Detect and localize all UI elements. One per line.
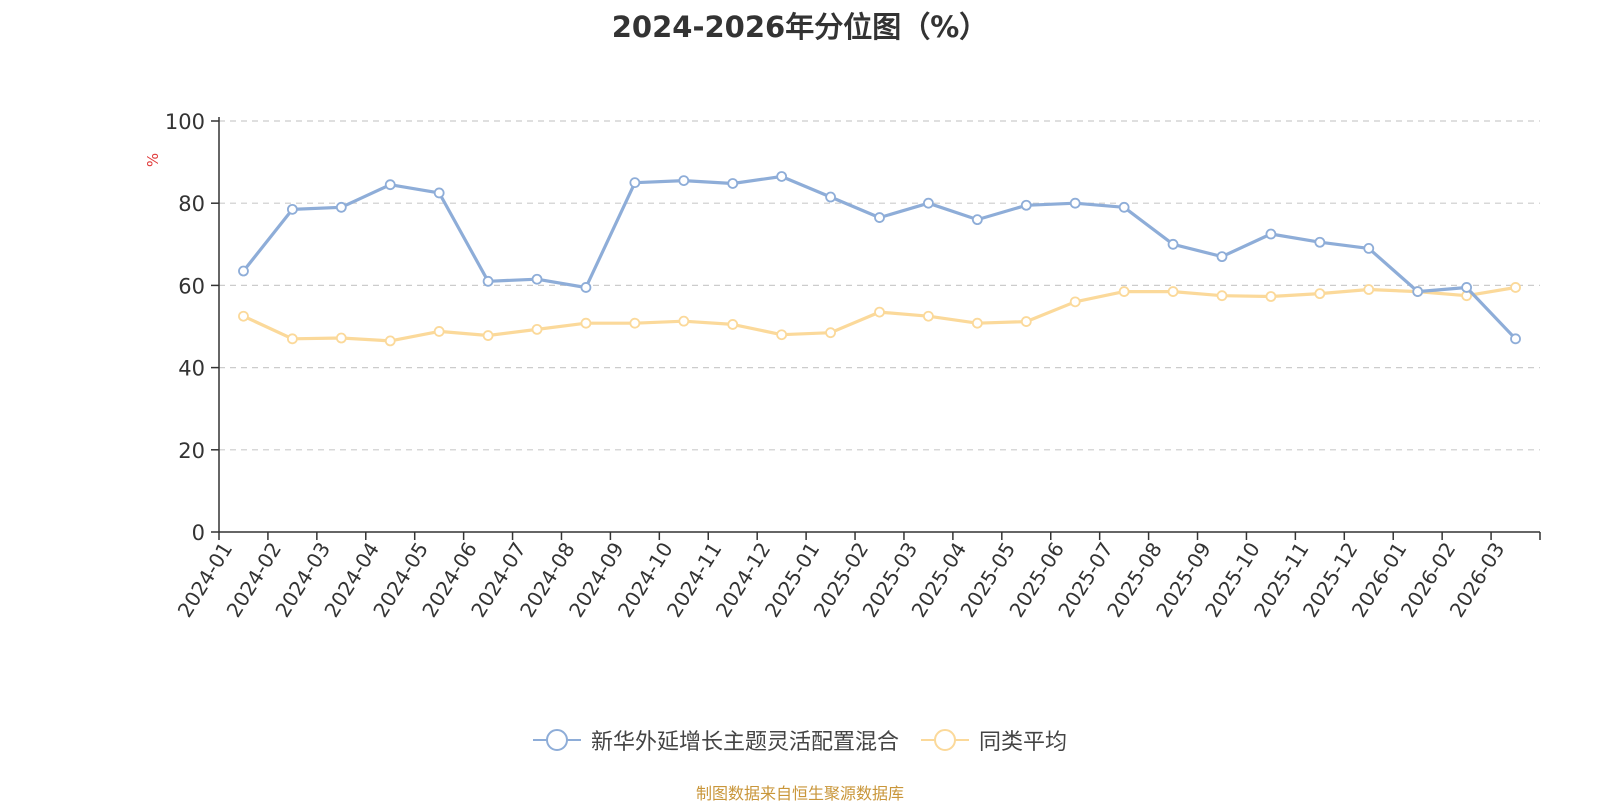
data-point[interactable] <box>384 179 396 191</box>
data-point[interactable] <box>629 177 641 189</box>
data-point[interactable] <box>1461 282 1473 293</box>
data-point[interactable] <box>678 175 690 186</box>
data-point[interactable] <box>971 214 983 226</box>
data-point[interactable] <box>1118 286 1130 297</box>
data-point[interactable] <box>531 273 543 285</box>
legend: 新华外延增长主题灵活配置混合 同类平均 <box>0 722 1600 758</box>
data-point[interactable] <box>433 187 445 199</box>
data-point[interactable] <box>238 310 249 322</box>
series-lines <box>238 171 1521 347</box>
y-tick-label: 80 <box>178 192 205 216</box>
legend-marker-average <box>921 729 969 751</box>
data-point[interactable] <box>1412 286 1424 297</box>
data-point[interactable] <box>1216 251 1228 263</box>
data-point[interactable] <box>629 317 641 329</box>
data-point[interactable] <box>1020 316 1032 327</box>
data-point[interactable] <box>1167 238 1179 250</box>
legend-label-fund: 新华外延增长主题灵活配置混合 <box>590 730 899 755</box>
data-point[interactable] <box>923 310 934 322</box>
data-point[interactable] <box>286 203 298 215</box>
data-point[interactable] <box>825 191 836 203</box>
legend-marker-fund <box>532 729 581 751</box>
y-tick-label: 0 <box>192 521 205 545</box>
legend-item-average[interactable]: 同类平均 <box>921 724 1067 756</box>
data-point[interactable] <box>580 317 592 329</box>
data-point[interactable] <box>238 265 249 277</box>
data-point[interactable] <box>1314 288 1326 300</box>
data-point[interactable] <box>971 317 983 329</box>
data-point[interactable] <box>825 327 836 339</box>
legend-label-average: 同类平均 <box>979 730 1068 755</box>
x-tick-labels: 2024-012024-022024-032024-042024-052024-… <box>173 538 1510 622</box>
data-point[interactable] <box>874 212 885 223</box>
legend-item-fund[interactable]: 新华外延增长主题灵活配置混合 <box>532 724 899 756</box>
data-point[interactable] <box>1167 286 1179 297</box>
data-point[interactable] <box>531 323 543 335</box>
axes <box>211 117 1541 540</box>
data-point[interactable] <box>482 330 494 341</box>
data-point[interactable] <box>286 333 298 345</box>
data-point[interactable] <box>580 282 592 293</box>
series-0 <box>238 171 1521 345</box>
data-point[interactable] <box>1510 333 1521 345</box>
data-point[interactable] <box>727 319 739 330</box>
data-point[interactable] <box>874 306 885 318</box>
y-tick-label: 20 <box>178 439 205 463</box>
data-point[interactable] <box>1510 282 1521 293</box>
data-point[interactable] <box>923 197 934 209</box>
data-point[interactable] <box>1118 201 1130 213</box>
data-point[interactable] <box>1265 291 1277 302</box>
data-point[interactable] <box>776 171 788 182</box>
data-point[interactable] <box>335 201 347 213</box>
data-point[interactable] <box>1314 236 1326 248</box>
y-tick-label: 40 <box>178 357 205 381</box>
data-point[interactable] <box>776 329 788 341</box>
y-tick-label: 100 <box>165 110 205 134</box>
data-point[interactable] <box>1363 284 1375 295</box>
data-point[interactable] <box>482 275 494 287</box>
data-point[interactable] <box>678 315 690 327</box>
data-point[interactable] <box>1265 228 1277 240</box>
chart-title: 2024-2026年分位图（%） <box>611 10 989 44</box>
data-point[interactable] <box>1069 197 1081 209</box>
series-1 <box>238 282 1521 347</box>
y-tick-labels: 0 20 40 60 80 100 <box>165 110 205 545</box>
y-tick-label: 60 <box>178 274 205 298</box>
data-point[interactable] <box>433 326 445 337</box>
y-axis-label: % <box>144 153 162 167</box>
data-point[interactable] <box>384 335 396 347</box>
data-point[interactable] <box>1216 290 1228 302</box>
source-note: 制图数据来自恒生聚源数据库 <box>695 784 904 803</box>
data-point[interactable] <box>1363 243 1375 254</box>
data-point[interactable] <box>727 178 739 189</box>
data-point[interactable] <box>1069 296 1081 308</box>
grid-lines <box>219 120 1540 451</box>
data-point[interactable] <box>335 332 347 344</box>
data-point[interactable] <box>1020 199 1032 211</box>
